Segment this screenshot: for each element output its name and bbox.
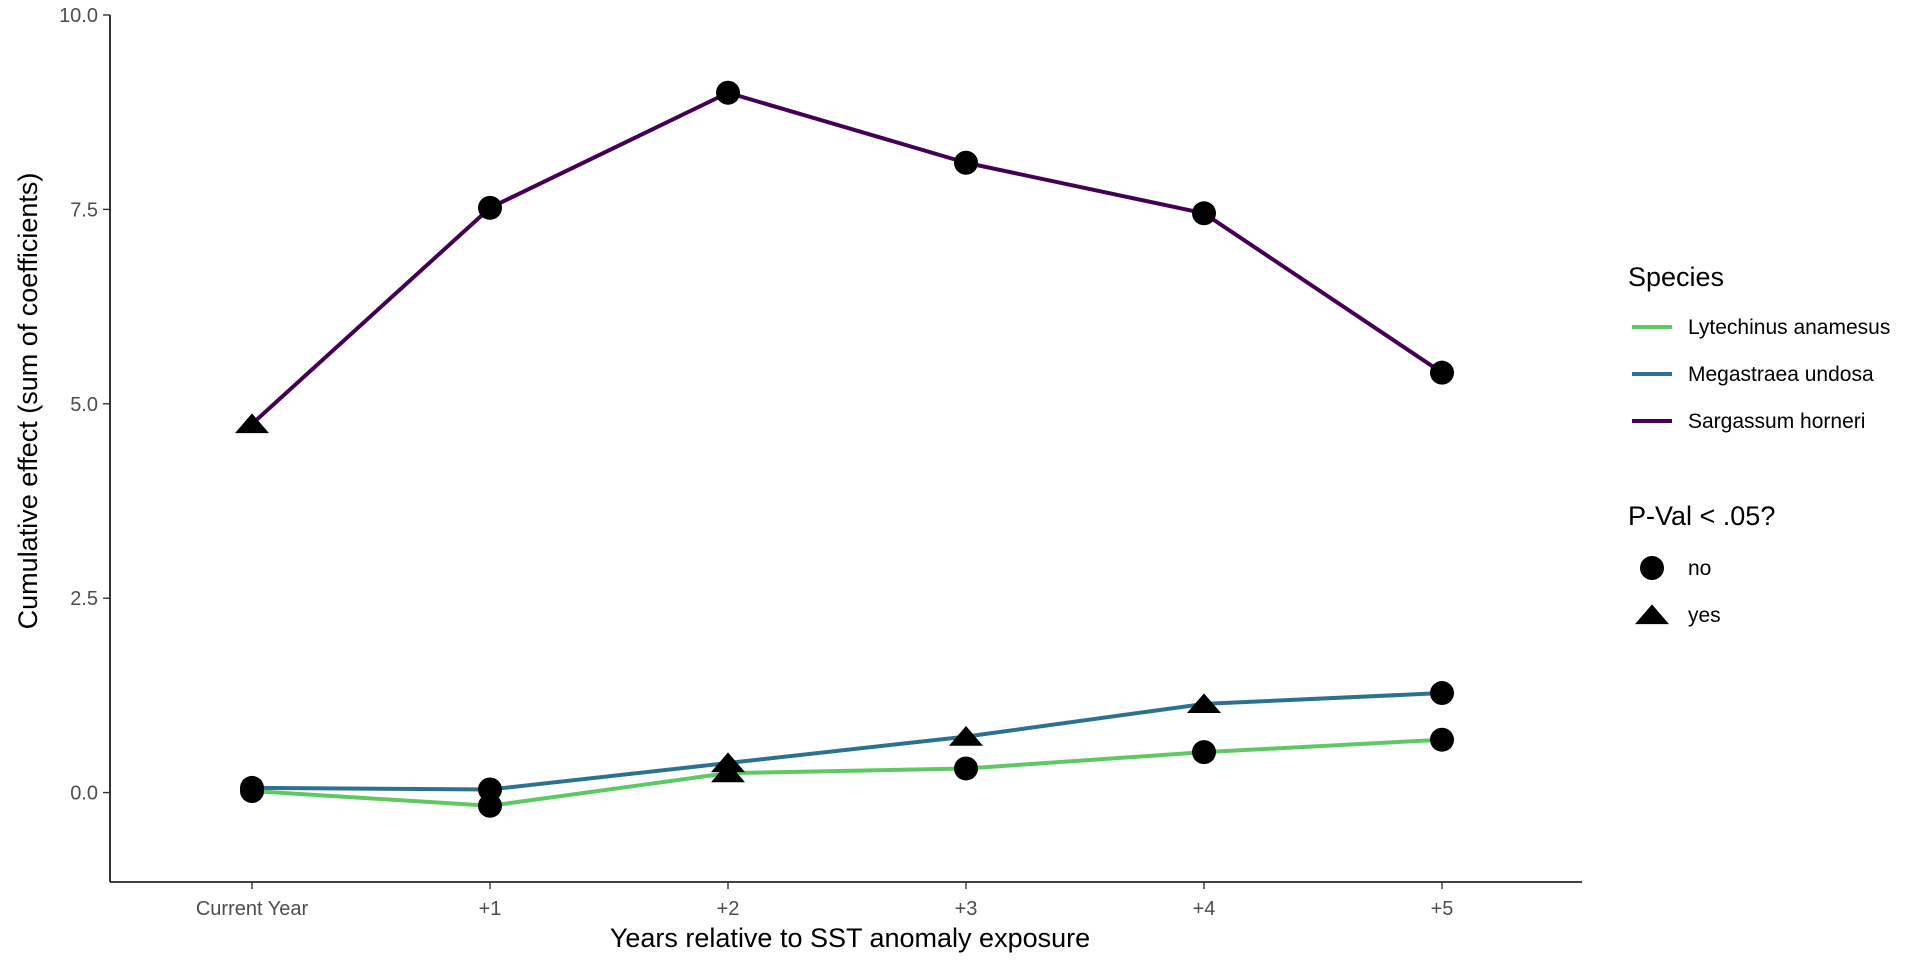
x-tick-label: +4 (1193, 898, 1216, 920)
y-tick-label: 2.5 (70, 588, 98, 610)
y-tick-label: 5.0 (70, 394, 98, 416)
y-tick-label: 0.0 (70, 783, 98, 805)
data-point-1-5 (1430, 681, 1454, 706)
data-point-2-5 (1430, 360, 1454, 385)
data-point-2-0 (235, 413, 269, 434)
data-point-0-2 (711, 762, 745, 783)
data-point-2-4 (1192, 201, 1216, 226)
data-point-2-3 (954, 150, 978, 175)
data-point-1-3 (949, 725, 983, 746)
series-line-2 (250, 90, 1444, 426)
legend-label-species: Lytechinus anamesus (1688, 316, 1890, 339)
series-line-0 (251, 737, 1443, 808)
y-axis-title: Cumulative effect (sum of coefficients) (13, 173, 43, 630)
legend-label-species: Sargassum horneri (1688, 410, 1865, 433)
series-lines (250, 90, 1444, 808)
data-point-1-4 (1187, 693, 1221, 714)
x-axis-title: Years relative to SST anomaly exposure (610, 923, 1090, 953)
data-point-2-1 (478, 195, 502, 220)
legend-label-pval: yes (1688, 604, 1721, 627)
y-tick-label: 7.5 (70, 199, 98, 221)
legend-title-pval: P-Val < .05? (1628, 501, 1775, 531)
legend-label-species: Megastraea undosa (1688, 363, 1874, 386)
y-tick-label: 10.0 (59, 5, 98, 27)
data-point-1-2 (711, 752, 745, 773)
data-point-0-4 (1192, 740, 1216, 765)
series-points (235, 80, 1454, 818)
data-point-0-3 (954, 756, 978, 781)
legend-title-species: Species (1628, 262, 1724, 292)
x-tick-label: Current Year (196, 898, 309, 920)
data-point-2-2 (716, 80, 740, 105)
data-point-1-1 (478, 777, 502, 802)
legend: Species Lytechinus anamesus Megastraea und… (1628, 262, 1890, 627)
legend-label-pval: no (1688, 557, 1711, 580)
x-tick-label: +5 (1431, 898, 1454, 920)
legend-key-circle (1640, 556, 1664, 580)
x-tick-label: +2 (717, 898, 740, 920)
x-tick-label: +1 (479, 898, 502, 920)
data-point-0-5 (1430, 727, 1454, 752)
series-line-1 (251, 691, 1443, 792)
legend-key-triangle (1635, 604, 1669, 625)
x-tick-label: +3 (955, 898, 978, 920)
axes: 0.0 2.5 5.0 7.5 10.0 Current Year +1 +2 +3 +4 +5 (59, 5, 1582, 920)
data-point-1-0 (240, 775, 264, 800)
